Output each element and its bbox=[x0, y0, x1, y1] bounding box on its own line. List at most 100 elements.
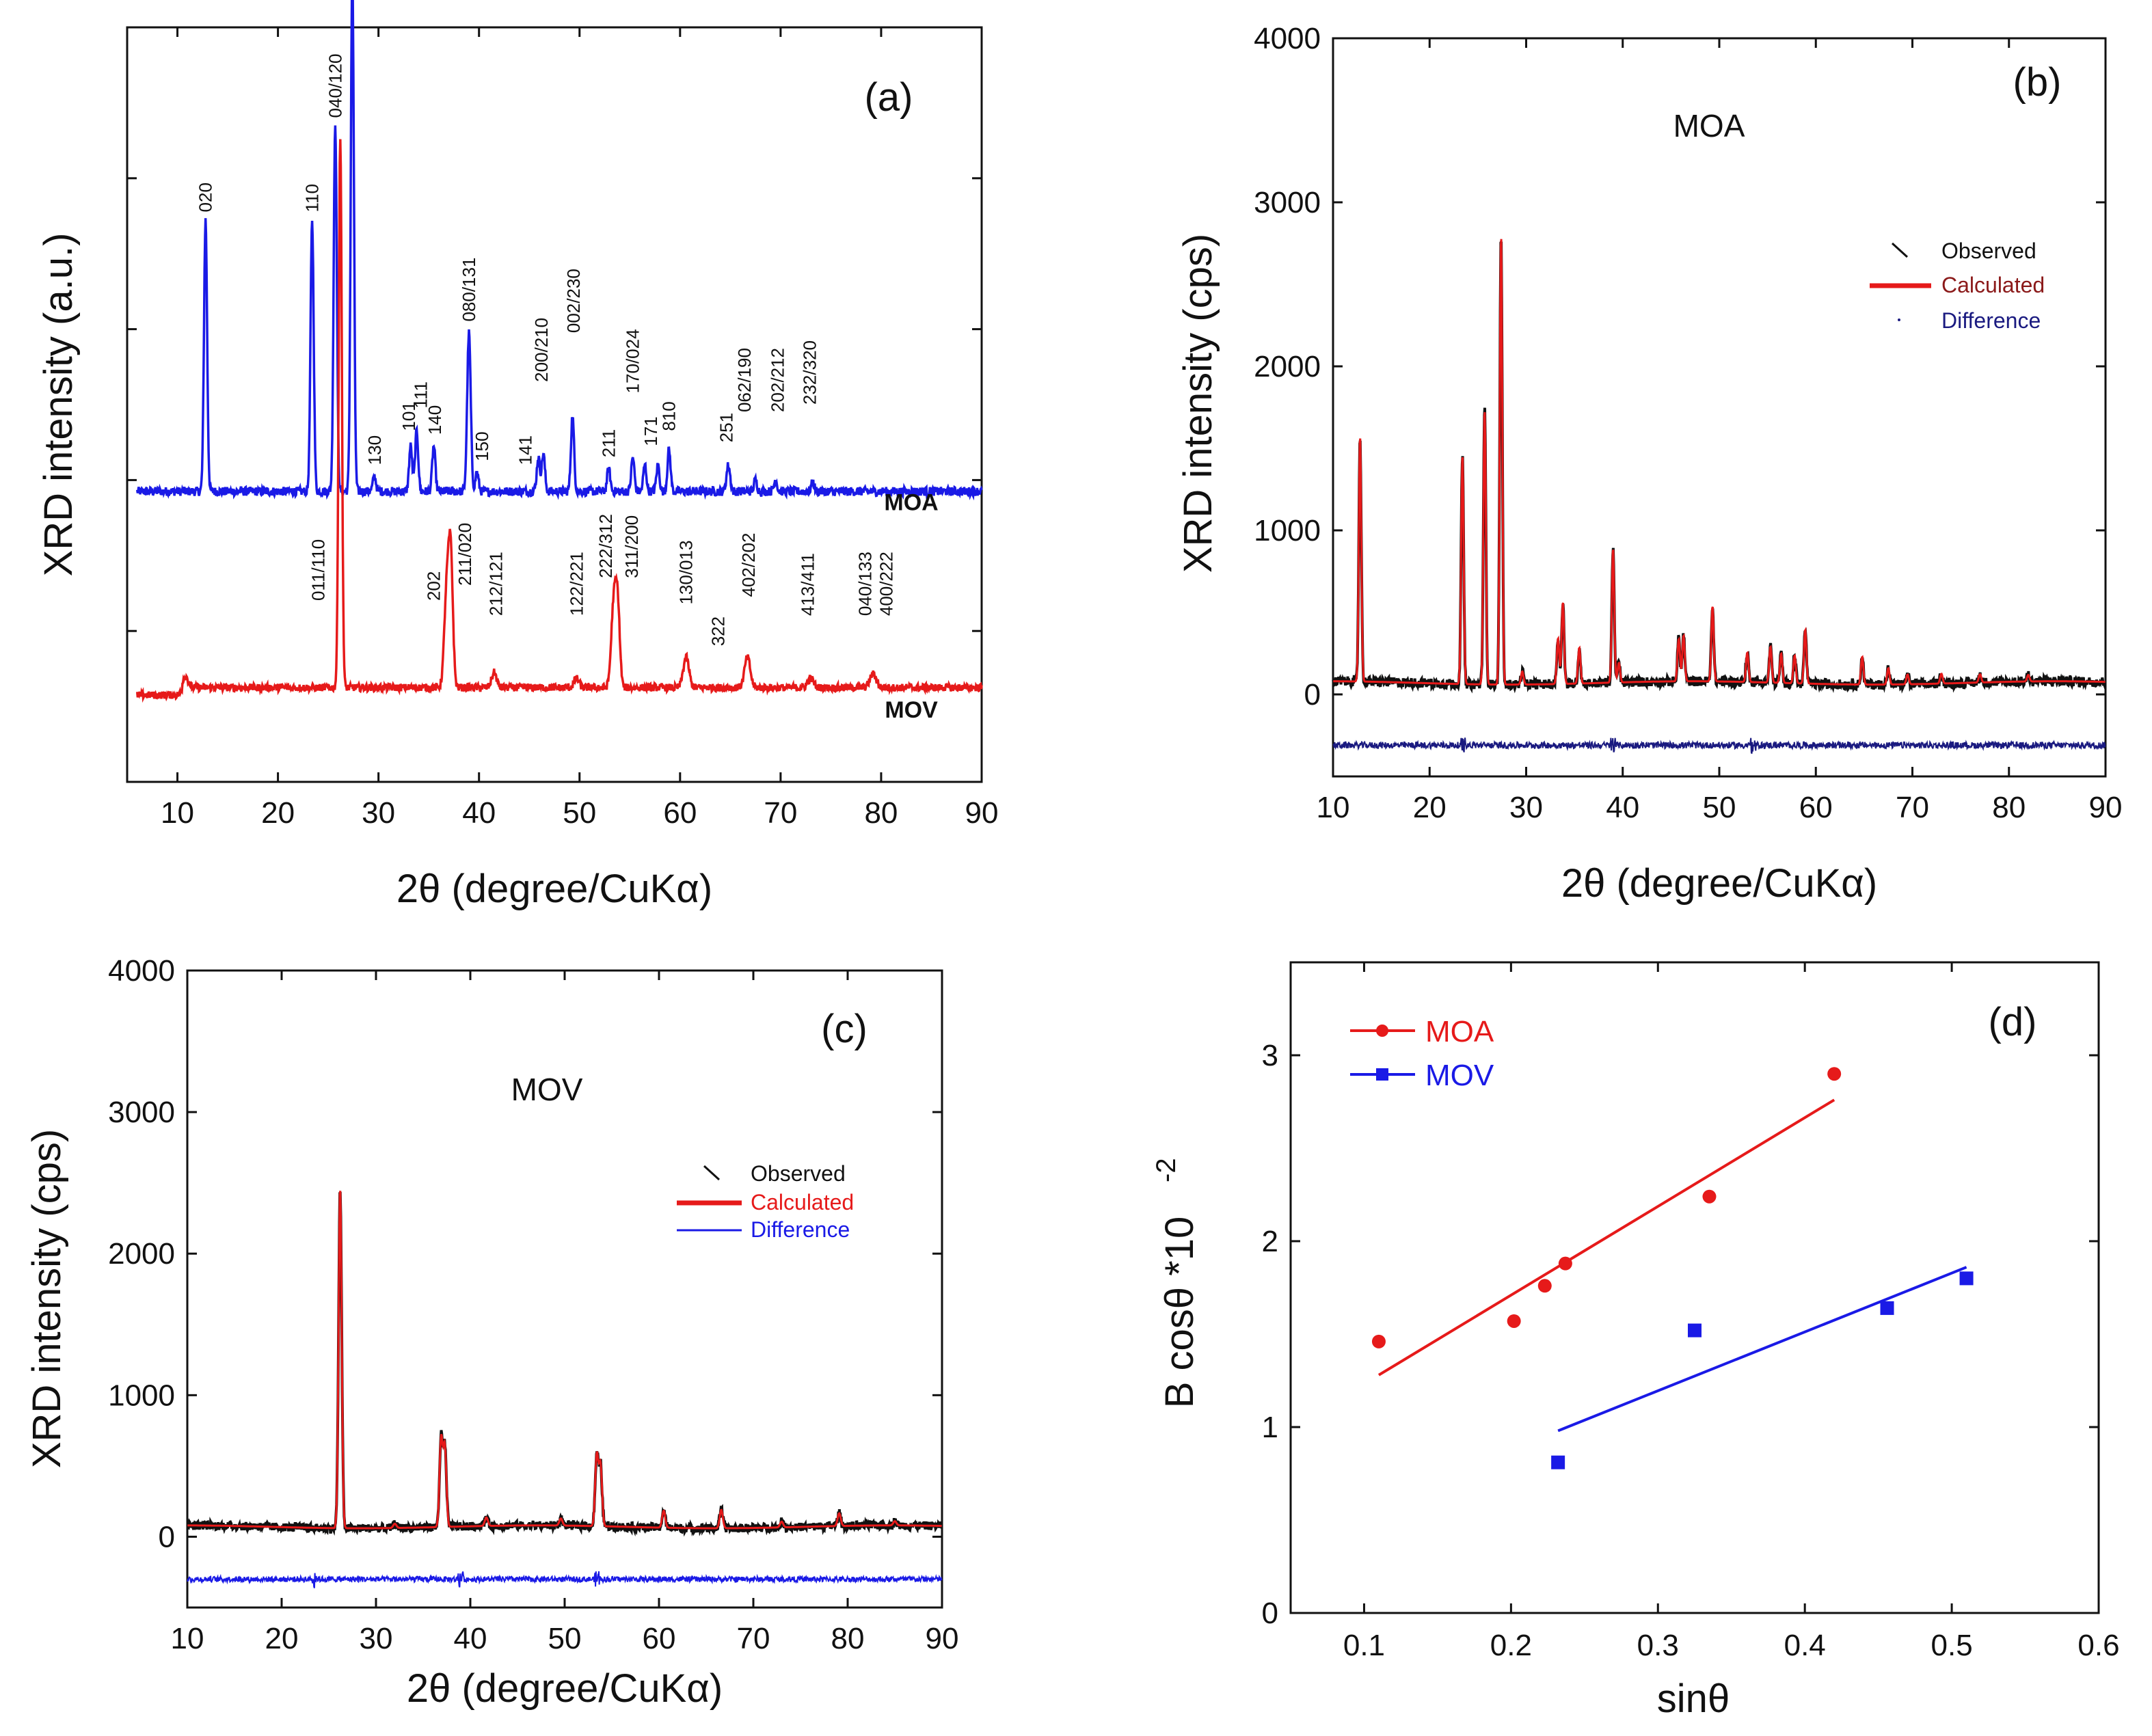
panel-b-y-tick-label: 0 bbox=[1304, 678, 1321, 711]
panel-c-title: MOV bbox=[511, 1072, 583, 1107]
panel-d-moa-point bbox=[1371, 1334, 1386, 1348]
panel-a-x-tick-label: 40 bbox=[462, 796, 496, 830]
panel-d-x-tick-label: 0.6 bbox=[2077, 1629, 2119, 1662]
panel-d-mov-point bbox=[1880, 1301, 1894, 1315]
peak-index-label: 222/312 bbox=[595, 514, 616, 578]
peak-index-label: 202/212 bbox=[767, 348, 788, 412]
panel-c-y-tick-label: 1000 bbox=[108, 1379, 175, 1412]
peak-index-label: 141 bbox=[515, 435, 535, 465]
peak-index-label: 322 bbox=[708, 616, 729, 646]
peak-index-label: 402/202 bbox=[738, 533, 759, 597]
panel-d-y-axis: 0 1 2 3 bbox=[1262, 1039, 2099, 1630]
panel-d-legend-mov-marker bbox=[1376, 1068, 1388, 1081]
panel-a-moa-pattern bbox=[135, 0, 983, 501]
panel-b-x-label: 2θ (degree/CuKα) bbox=[1561, 861, 1877, 906]
panel-a-x-tick-label: 80 bbox=[864, 796, 898, 830]
panel-a-x-tick-label: 30 bbox=[362, 796, 395, 830]
panel-a-sample-label-moa: MOA bbox=[884, 490, 938, 516]
peak-index-label: 150 bbox=[472, 431, 492, 461]
panel-d-y-label-group: B cosθ *10 -2 bbox=[1151, 1158, 1202, 1408]
panel-d-moa-point bbox=[1558, 1256, 1572, 1271]
peak-index-label: 062/190 bbox=[734, 348, 755, 412]
peak-index-label: 810 bbox=[659, 401, 680, 431]
panel-a-x-tick-label: 10 bbox=[161, 796, 194, 830]
panel-d-y-tick-label: 2 bbox=[1262, 1225, 1278, 1258]
peak-index-label: 130/013 bbox=[676, 541, 697, 605]
panel-b-legend-observed: Observed bbox=[1941, 239, 2036, 263]
panel-c-legend-observed-marker bbox=[703, 1165, 721, 1181]
peak-index-label: 140 bbox=[425, 405, 445, 435]
panel-a-y-label: XRD intensity (a.u.) bbox=[36, 233, 81, 577]
panel-c-series bbox=[186, 1191, 943, 1588]
panel-c: 10 20 30 40 50 60 70 80 90 0 1000 2000 3000 4000 (c)… bbox=[25, 954, 958, 1711]
panel-d-x-tick-label: 0.5 bbox=[1931, 1629, 1973, 1662]
panel-b-x-tick-label: 30 bbox=[1509, 791, 1543, 824]
peak-index-label: 212/121 bbox=[486, 552, 507, 616]
panel-b-y-tick-label: 2000 bbox=[1254, 350, 1321, 383]
panel-a-x-tick-label: 50 bbox=[563, 796, 596, 830]
peak-index-label: 040/120 bbox=[325, 53, 345, 118]
panel-c-x-tick-label: 70 bbox=[737, 1622, 770, 1655]
panel-b-y-tick-label: 3000 bbox=[1254, 186, 1321, 219]
peak-index-label: 020 bbox=[196, 182, 216, 212]
panel-c-y-tick-label: 3000 bbox=[108, 1096, 175, 1129]
panel-a-peak-annotations: 020110040/120021130101111140080/13115014… bbox=[196, 53, 897, 646]
panel-b-y-label: XRD intensity (cps) bbox=[1176, 234, 1220, 573]
panel-d-moa-point bbox=[1827, 1067, 1842, 1081]
panel-c-calculated-pattern bbox=[187, 1191, 942, 1530]
panel-d-y-tick-label: 3 bbox=[1262, 1039, 1278, 1072]
peak-index-label: 311/200 bbox=[621, 515, 642, 578]
panel-c-label: (c) bbox=[821, 1007, 867, 1051]
panel-d-y-tick-label: 0 bbox=[1262, 1597, 1278, 1630]
panel-a-x-tick-label: 60 bbox=[663, 796, 697, 830]
panel-a-x-label: 2θ (degree/CuKα) bbox=[396, 867, 712, 911]
peak-index-label: 211/020 bbox=[455, 523, 475, 586]
peak-index-label: 122/221 bbox=[566, 552, 587, 616]
panel-c-x-axis: 10 20 30 40 50 60 70 80 90 bbox=[171, 971, 959, 1655]
panel-d-y-label-exponent: -2 bbox=[1151, 1158, 1181, 1182]
panel-d-x-axis: 0.1 0.2 0.3 0.4 0.5 0.6 bbox=[1343, 962, 2120, 1662]
panel-c-x-tick-label: 20 bbox=[265, 1622, 299, 1655]
panel-c-legend: Observed Calculated Difference bbox=[677, 1161, 854, 1242]
panel-c-x-tick-label: 30 bbox=[360, 1622, 393, 1655]
panel-a-series bbox=[135, 0, 983, 703]
panel-b-legend-difference: Difference bbox=[1941, 308, 2041, 333]
panel-b-y-tick-label: 1000 bbox=[1254, 514, 1321, 547]
panel-c-legend-difference: Difference bbox=[751, 1217, 850, 1242]
panel-d-moa-fit-line bbox=[1377, 1098, 1835, 1376]
panel-c-y-axis: 0 1000 2000 3000 4000 bbox=[108, 954, 942, 1554]
panel-b-x-tick-label: 70 bbox=[1896, 791, 1929, 824]
panel-a-x-axis: 10 20 30 40 50 60 70 80 90 bbox=[161, 27, 998, 830]
panel-c-x-tick-label: 10 bbox=[171, 1622, 204, 1655]
panel-d-x-tick-label: 0.3 bbox=[1637, 1629, 1679, 1662]
panel-b-frame bbox=[1332, 37, 2107, 778]
panel-c-x-label: 2θ (degree/CuKα) bbox=[407, 1666, 723, 1711]
panel-a-y-axis bbox=[127, 177, 982, 632]
panel-b-x-tick-label: 60 bbox=[1799, 791, 1833, 824]
panel-b-y-axis: 0 1000 2000 3000 4000 bbox=[1254, 22, 2106, 711]
peak-index-label: 130 bbox=[364, 435, 385, 465]
panel-a-label: (a) bbox=[865, 75, 913, 120]
panel-c-x-tick-label: 90 bbox=[926, 1622, 959, 1655]
panel-b-x-tick-label: 10 bbox=[1317, 791, 1350, 824]
panel-d-y-label: B cosθ *10 bbox=[1157, 1217, 1202, 1409]
peak-index-label: 011/110 bbox=[308, 539, 328, 601]
panel-c-x-tick-label: 60 bbox=[643, 1622, 676, 1655]
panel-b-legend-difference-marker bbox=[1898, 318, 1900, 321]
panel-d-series bbox=[1371, 1067, 1974, 1469]
panel-d-mov-fit-line bbox=[1557, 1266, 1967, 1433]
panel-d-y-tick-label: 1 bbox=[1262, 1411, 1278, 1444]
panel-b-x-axis: 10 20 30 40 50 60 70 80 90 bbox=[1317, 38, 2122, 824]
panel-c-legend-calculated: Calculated bbox=[751, 1190, 854, 1215]
panel-d-mov-point bbox=[1688, 1323, 1702, 1338]
panel-b-legend-calculated: Calculated bbox=[1941, 273, 2045, 297]
panel-d-legend-moa: MOA bbox=[1425, 1015, 1494, 1048]
panel-b-x-tick-label: 80 bbox=[1992, 791, 2026, 824]
panel-c-x-tick-label: 40 bbox=[454, 1622, 487, 1655]
panel-c-legend-observed: Observed bbox=[751, 1161, 846, 1186]
peak-index-label: 101 bbox=[399, 401, 419, 431]
panel-d-x-tick-label: 0.2 bbox=[1490, 1629, 1532, 1662]
panel-d-label: (d) bbox=[1989, 1000, 2037, 1044]
peak-index-label: 170/024 bbox=[623, 329, 643, 393]
